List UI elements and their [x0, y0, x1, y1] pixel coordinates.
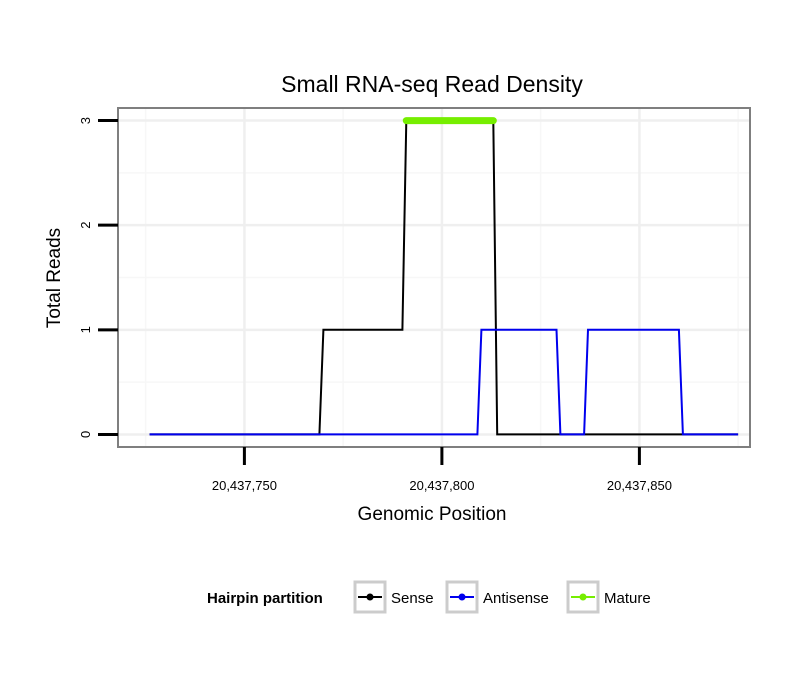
axes: 0 1 2 3 20,437,750 20,437,800 20,437,850: [78, 117, 672, 493]
x-tick-label: 20,437,750: [212, 478, 277, 493]
legend-label-mature: Mature: [604, 590, 651, 607]
legend-key-dot-mature: [579, 593, 587, 601]
series-lines: [149, 117, 739, 436]
y-tick-label: 1: [78, 326, 93, 333]
legend-label-sense: Sense: [391, 590, 434, 607]
x-axis-title: Genomic Position: [358, 504, 507, 525]
plot-panel-border: [117, 107, 751, 448]
y-tick-label: 2: [78, 222, 93, 229]
y-tick-label: 3: [78, 117, 93, 124]
series-line-sense: [149, 119, 739, 436]
y-tick-label: 0: [78, 431, 93, 438]
x-tick-label: 20,437,850: [607, 478, 672, 493]
legend-label-antisense: Antisense: [483, 590, 549, 607]
series-line-antisense: [149, 328, 739, 436]
y-axis-title: Total Reads: [44, 228, 65, 328]
legend: Hairpin partition Sense Antisense Mature: [207, 580, 651, 614]
legend-key-dot-sense: [366, 593, 374, 601]
grid-lines: [118, 108, 750, 447]
chart-title: Small RNA-seq Read Density: [281, 71, 583, 97]
legend-title: Hairpin partition: [207, 590, 323, 607]
legend-key-dot-antisense: [458, 593, 466, 601]
x-tick-label: 20,437,800: [409, 478, 474, 493]
